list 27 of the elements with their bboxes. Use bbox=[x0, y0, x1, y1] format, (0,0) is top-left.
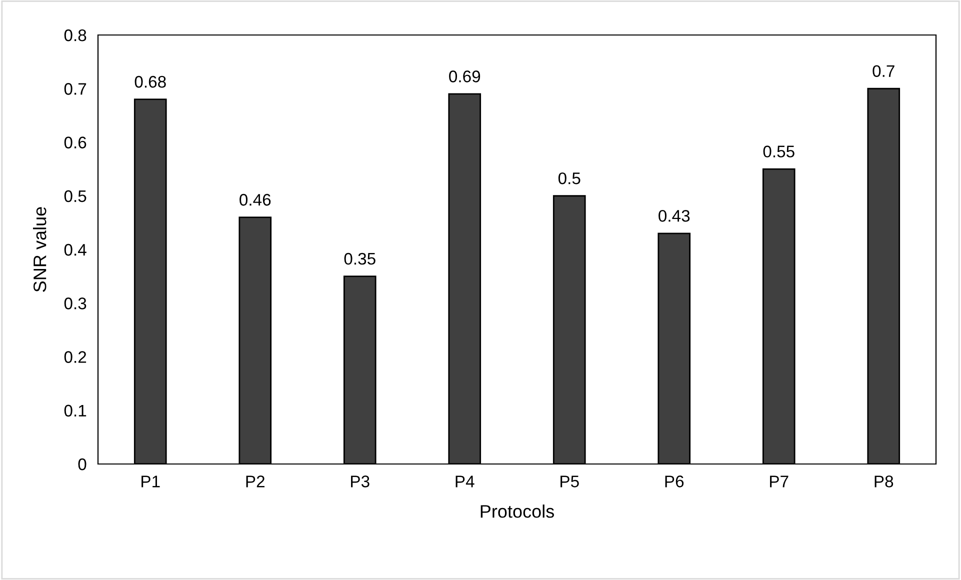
data-label: 0.7 bbox=[872, 65, 894, 77]
data-label: 0.46 bbox=[240, 194, 271, 206]
y-tick-label: 0.1 bbox=[64, 404, 86, 417]
data-label: 0.68 bbox=[134, 76, 166, 88]
y-tick-label: 0.5 bbox=[64, 190, 86, 202]
y-tick-label: 0.7 bbox=[64, 83, 86, 95]
y-tick-label: 0.8 bbox=[64, 29, 86, 42]
x-axis-title: Protocols bbox=[480, 504, 554, 518]
x-tick-label: P3 bbox=[351, 476, 370, 488]
x-tick-label: P5 bbox=[560, 476, 579, 488]
x-tick-label: P1 bbox=[142, 476, 160, 488]
y-tick-label: 0 bbox=[78, 458, 86, 470]
x-tick-label: P2 bbox=[246, 476, 264, 488]
data-label: 0.43 bbox=[658, 210, 690, 222]
y-axis-title: SNR value bbox=[33, 207, 46, 292]
x-tick-label: P8 bbox=[874, 476, 894, 488]
data-label: 0.55 bbox=[763, 146, 794, 158]
x-tick-label: P7 bbox=[770, 476, 788, 488]
y-tick-label: 0.6 bbox=[64, 136, 86, 148]
y-tick-label: 0.4 bbox=[64, 244, 86, 256]
data-label: 0.5 bbox=[558, 172, 580, 184]
data-label: 0.69 bbox=[449, 70, 480, 82]
y-tick-label: 0.3 bbox=[64, 298, 86, 310]
data-label: 0.35 bbox=[344, 252, 376, 265]
x-tick-label: P4 bbox=[456, 476, 474, 488]
x-tick-label: P6 bbox=[665, 476, 684, 488]
y-tick-label: 0.2 bbox=[64, 351, 86, 363]
